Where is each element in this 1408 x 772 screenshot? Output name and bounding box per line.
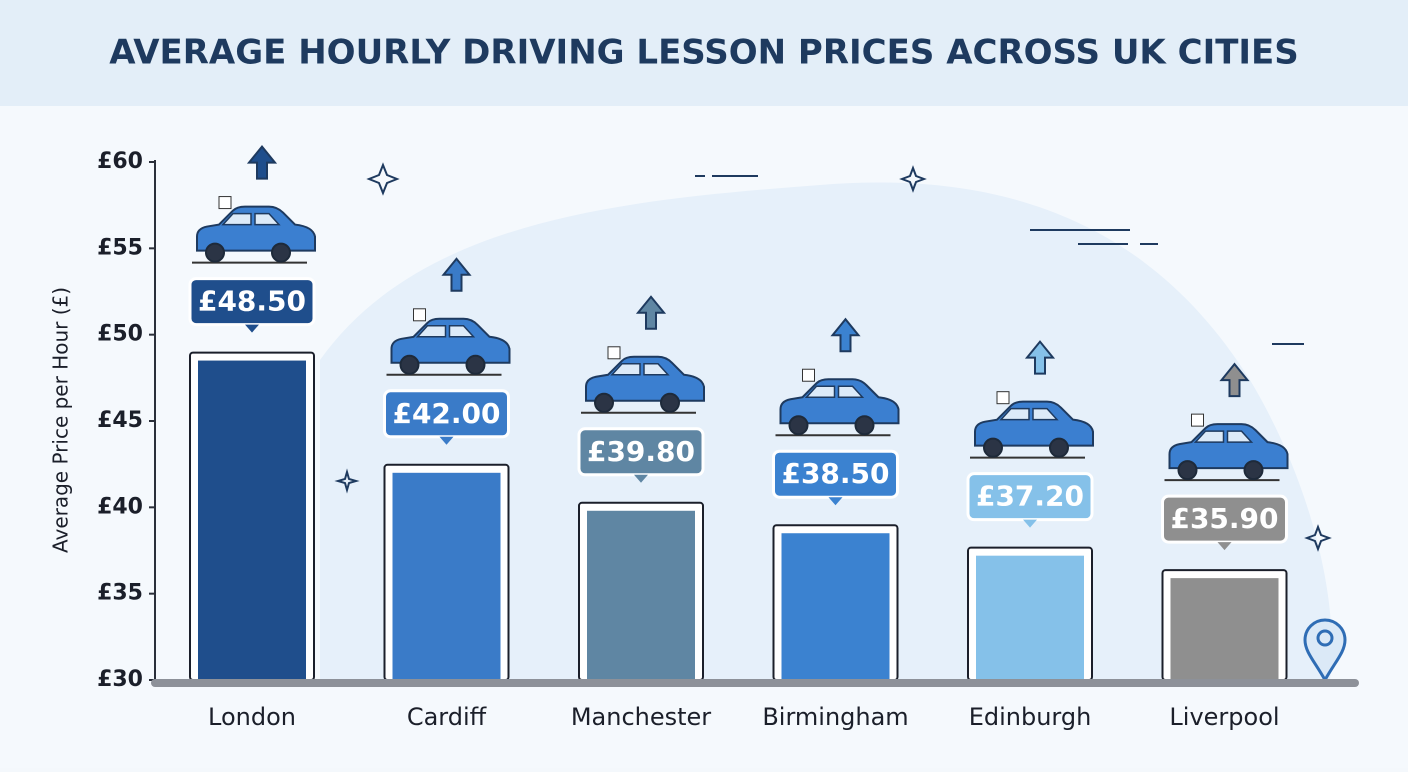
car-wheel [1049, 437, 1069, 458]
arrow-icon [246, 144, 278, 180]
y-tick-label: £55 [97, 235, 143, 260]
car-icon [386, 257, 511, 376]
x-tick-label: Liverpool [1169, 703, 1279, 731]
y-tick-label: £45 [97, 408, 143, 433]
l-plate [1191, 413, 1204, 427]
car-body [196, 205, 316, 252]
value-label: £48.50 [198, 285, 306, 318]
value-label-pointer [634, 474, 648, 483]
value-label: £37.20 [976, 480, 1084, 513]
sparkle-decoration [334, 162, 1332, 552]
y-tick-label: £60 [97, 149, 143, 174]
pin-icon [1303, 618, 1347, 684]
x-tick-label: Edinburgh [969, 703, 1092, 731]
car-wheel [399, 354, 420, 375]
car-body [390, 317, 511, 364]
value-label-pointer [828, 497, 843, 506]
pin-dot [1316, 629, 1334, 647]
l-plate [607, 346, 621, 360]
car-icon [970, 340, 1094, 459]
car-window [415, 325, 476, 338]
car-wheel [983, 437, 1003, 458]
car-window [1193, 430, 1254, 443]
car-window [999, 407, 1059, 421]
l-plate [802, 368, 815, 382]
car-wheel [271, 242, 291, 263]
car-wheel [854, 415, 875, 436]
car-body [1168, 423, 1289, 470]
title-band [0, 0, 1408, 106]
y-tick-label: £30 [97, 667, 143, 692]
arrow-icon [1024, 340, 1056, 375]
value-label-pointer [439, 436, 454, 445]
value-label: £39.80 [587, 435, 695, 468]
x-tick-label: London [208, 703, 296, 731]
value-label-pointer [1023, 519, 1037, 528]
arrow-icon [830, 317, 861, 353]
car-body [779, 378, 900, 425]
l-plate [413, 308, 426, 322]
car-window [221, 212, 281, 226]
bar [587, 510, 695, 680]
car-wheel [1177, 460, 1198, 481]
value-label-pointer [1217, 542, 1232, 551]
car-icon [1164, 362, 1289, 482]
arrow-icon [635, 295, 667, 330]
chart-title: AVERAGE HOURLY DRIVING LESSON PRICES ACR… [109, 33, 1299, 73]
bar [1170, 578, 1279, 680]
car-icon [775, 317, 900, 437]
car-wheel [205, 242, 225, 263]
car-icon [192, 144, 316, 264]
value-label-pointer [245, 324, 259, 333]
car-body [974, 400, 1094, 447]
y-tick-label: £35 [97, 581, 143, 606]
y-axis-title: Average Price per Hour (£) [49, 287, 73, 553]
car-icon [581, 295, 705, 414]
x-tick-label: Birmingham [762, 703, 908, 731]
bar [198, 360, 306, 680]
car-window [804, 385, 865, 398]
car-wheel [594, 392, 614, 413]
value-label: £35.90 [1170, 502, 1278, 535]
car-wheel [788, 415, 809, 436]
y-tick-label: £40 [97, 494, 143, 519]
value-label: £42.00 [392, 397, 500, 430]
l-plate [218, 196, 232, 210]
bar [392, 472, 501, 680]
car-body [585, 355, 705, 402]
car-window [610, 363, 670, 376]
arrow-icon [1219, 362, 1250, 398]
car-wheel [660, 392, 680, 413]
x-tick-label: Cardiff [407, 703, 487, 731]
y-tick-label: £50 [97, 322, 143, 347]
line-decoration [695, 175, 1304, 345]
arrow-icon [441, 257, 472, 292]
l-plate [996, 391, 1010, 405]
x-tick-label: Manchester [571, 703, 711, 731]
value-label: £38.50 [781, 457, 889, 490]
bar [781, 533, 890, 680]
bar [976, 555, 1084, 680]
car-wheel [1243, 460, 1264, 481]
car-wheel [465, 354, 486, 375]
